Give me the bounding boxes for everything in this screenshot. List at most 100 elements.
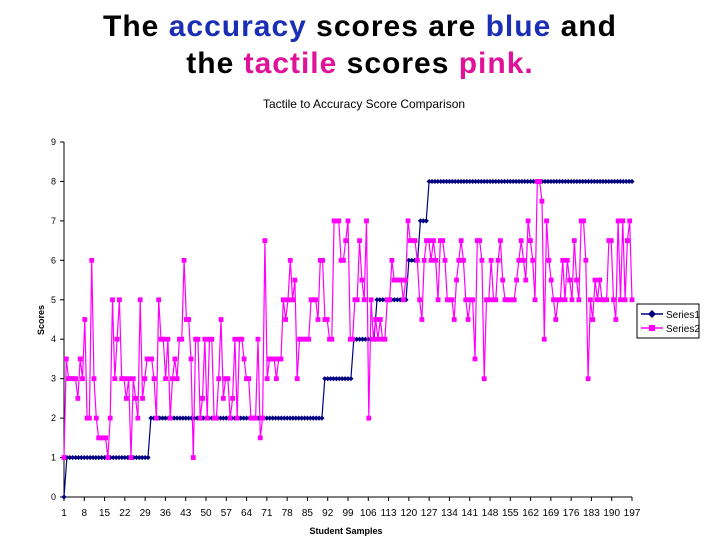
series1-point [522, 178, 528, 185]
series1-point [180, 415, 186, 421]
series1-point [151, 415, 157, 421]
series1-point [568, 178, 574, 185]
series2-point [493, 297, 499, 303]
series2-point [329, 336, 335, 342]
series2-point [405, 218, 411, 224]
series1-point [243, 415, 250, 421]
series2-point [551, 297, 556, 303]
series1-point [443, 178, 450, 185]
series1-point [148, 415, 154, 421]
x-tick-label: 29 [140, 508, 152, 519]
series1-point [461, 178, 467, 185]
series2-point [433, 257, 439, 263]
series1-point [110, 454, 116, 461]
series2-point [544, 218, 549, 224]
series2-point [137, 297, 143, 303]
series2-point [435, 297, 441, 303]
series2-point [414, 257, 420, 263]
series2-point [530, 257, 536, 263]
series2-point [359, 277, 365, 283]
series2-point [283, 317, 289, 322]
series2-point [202, 336, 208, 342]
series2-point [255, 336, 261, 342]
slide-title-line-1: The accuracy scores are blue and [0, 8, 720, 45]
series1-point [603, 178, 609, 185]
series2-point [461, 257, 466, 263]
series1-point [565, 178, 571, 185]
series1-point [623, 178, 629, 185]
series2-point [213, 415, 219, 421]
series1-point [359, 336, 366, 342]
series2-point [440, 238, 446, 244]
series1-point [394, 297, 400, 303]
series2-point [375, 336, 381, 342]
series2-point [500, 277, 506, 283]
series2-point [523, 277, 529, 283]
series1-point [562, 178, 568, 185]
series2-point [227, 415, 233, 421]
series1-point [96, 454, 102, 461]
series2-point [401, 297, 406, 303]
series2-point [465, 317, 471, 322]
series2-point [426, 238, 432, 244]
series2-point [91, 376, 97, 382]
y-tick-label: 3 [51, 374, 56, 384]
series1-point [519, 178, 525, 185]
series2-point [290, 297, 295, 303]
series2-point [172, 356, 178, 362]
series2-point [246, 376, 252, 382]
y-tick-label: 1 [51, 453, 56, 463]
x-tick-label: 148 [482, 508, 499, 519]
series1-point [272, 415, 279, 421]
series1-point [542, 178, 548, 185]
series1-point [556, 178, 563, 185]
series2-point [232, 336, 238, 342]
series2-point [548, 277, 554, 283]
series1-point [409, 257, 415, 263]
series2-point [324, 317, 330, 322]
series1-point [238, 415, 244, 421]
series1-point [377, 297, 383, 303]
x-tick-label: 50 [200, 508, 212, 519]
series2-point [123, 395, 129, 401]
series2-point [112, 376, 118, 382]
series2-point [186, 317, 192, 322]
series2-point [230, 395, 235, 401]
series2-point [239, 336, 245, 342]
series2-point [340, 257, 346, 263]
series1-point [220, 415, 226, 421]
x-tick-label: 57 [221, 508, 233, 519]
series2-point [604, 297, 610, 303]
series2-point [345, 218, 351, 224]
series2-point [622, 297, 628, 303]
series2-point [220, 395, 226, 401]
series2-point [278, 356, 284, 362]
series1-point [516, 178, 522, 185]
series1-point [496, 178, 502, 185]
series2-point [449, 297, 455, 303]
series1-point [174, 415, 180, 421]
series1-point [487, 178, 493, 185]
y-axis-label: Scores [36, 305, 46, 335]
slide-title-line-2: the tactile scores pink. [0, 45, 720, 82]
series1-point [588, 178, 595, 185]
series1-point [629, 178, 635, 185]
chart-title: Tactile to Accuracy Score Comparison [263, 97, 465, 111]
series1-point [470, 178, 476, 185]
series2-point [350, 336, 356, 342]
series2-point [627, 218, 633, 224]
series1-point [84, 454, 90, 461]
series2-point [156, 297, 162, 303]
series1-point [527, 178, 534, 185]
x-tick-label: 36 [160, 508, 172, 519]
y-tick-label: 8 [51, 176, 56, 186]
series2-point [518, 238, 524, 244]
series2-point [264, 376, 270, 382]
series1-point [490, 178, 496, 185]
series1-point [93, 454, 99, 461]
series1-point [223, 415, 229, 421]
series2-point [472, 356, 478, 362]
series1-point [348, 376, 354, 382]
